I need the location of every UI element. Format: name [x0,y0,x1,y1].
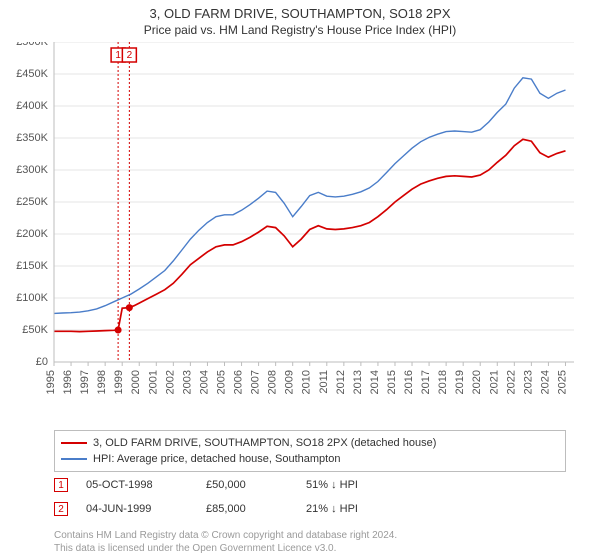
legend: 3, OLD FARM DRIVE, SOUTHAMPTON, SO18 2PX… [54,430,566,472]
svg-text:2006: 2006 [233,370,245,394]
svg-text:£500K: £500K [16,42,48,48]
title-sub: Price paid vs. HM Land Registry's House … [0,23,600,37]
svg-text:£300K: £300K [16,164,48,176]
annotation-price-1: £50,000 [206,479,306,491]
svg-text:2021: 2021 [488,370,500,394]
legend-swatch-0 [61,442,87,444]
title-main: 3, OLD FARM DRIVE, SOUTHAMPTON, SO18 2PX [0,6,600,21]
svg-text:2015: 2015 [386,370,398,394]
svg-text:2018: 2018 [437,370,449,394]
svg-text:2007: 2007 [250,370,262,394]
annotation-marker-2: 2 [54,502,68,516]
svg-text:2000: 2000 [130,370,142,394]
legend-label-0: 3, OLD FARM DRIVE, SOUTHAMPTON, SO18 2PX… [93,437,436,449]
svg-text:2011: 2011 [318,370,330,394]
svg-text:£350K: £350K [16,132,48,144]
svg-text:£0: £0 [36,356,48,368]
footer-line-1: Contains HM Land Registry data © Crown c… [54,530,397,543]
svg-text:£400K: £400K [16,100,48,112]
svg-text:2017: 2017 [420,370,432,394]
svg-text:£150K: £150K [16,260,48,272]
svg-text:1995: 1995 [45,370,57,394]
chart-svg: £0 £50K £100K £150K £200K £250K £300K £350K £400… [0,42,600,422]
svg-text:2009: 2009 [284,370,296,394]
annotation-marker-1: 1 [54,478,68,492]
svg-text:2012: 2012 [335,370,347,394]
annotation-date-2: 04-JUN-1999 [86,503,206,515]
svg-text:2002: 2002 [164,370,176,394]
svg-text:2023: 2023 [522,370,534,394]
legend-item-price-paid: 3, OLD FARM DRIVE, SOUTHAMPTON, SO18 2PX… [61,435,557,451]
svg-text:2016: 2016 [403,370,415,394]
chart-titles: 3, OLD FARM DRIVE, SOUTHAMPTON, SO18 2PX… [0,0,600,37]
svg-text:£50K: £50K [22,324,48,336]
svg-text:2013: 2013 [352,370,364,394]
annotation-pct-2: 21% ↓ HPI [306,503,406,515]
svg-text:2005: 2005 [215,370,227,394]
svg-text:2: 2 [127,50,133,61]
footer: Contains HM Land Registry data © Crown c… [54,530,397,555]
svg-text:£200K: £200K [16,228,48,240]
svg-text:1996: 1996 [62,370,74,394]
legend-swatch-1 [61,458,87,460]
annotation-row-2: 2 04-JUN-1999 £85,000 21% ↓ HPI [54,502,574,516]
svg-text:2019: 2019 [454,370,466,394]
annotation-pct-1: 51% ↓ HPI [306,479,406,491]
svg-text:2004: 2004 [198,370,210,394]
svg-text:2010: 2010 [301,370,313,394]
svg-text:2020: 2020 [471,370,483,394]
legend-item-hpi: HPI: Average price, detached house, Sout… [61,451,557,467]
chart-area: £0 £50K £100K £150K £200K £250K £300K £350K £400… [0,42,600,422]
footer-line-2: This data is licensed under the Open Gov… [54,543,397,556]
svg-text:2025: 2025 [556,370,568,394]
svg-text:1997: 1997 [79,370,91,394]
annotation-row-1: 1 05-OCT-1998 £50,000 51% ↓ HPI [54,478,574,492]
legend-label-1: HPI: Average price, detached house, Sout… [93,453,340,465]
svg-text:2001: 2001 [147,370,159,394]
svg-text:£450K: £450K [16,68,48,80]
svg-text:1999: 1999 [113,370,125,394]
svg-text:2014: 2014 [369,370,381,394]
annotation-date-1: 05-OCT-1998 [86,479,206,491]
annotation-price-2: £85,000 [206,503,306,515]
svg-text:1998: 1998 [96,370,108,394]
svg-text:£250K: £250K [16,196,48,208]
svg-text:2024: 2024 [539,370,551,394]
svg-text:2008: 2008 [267,370,279,394]
svg-text:1: 1 [115,50,121,61]
svg-text:2022: 2022 [505,370,517,394]
svg-text:2003: 2003 [181,370,193,394]
svg-text:£100K: £100K [16,292,48,304]
